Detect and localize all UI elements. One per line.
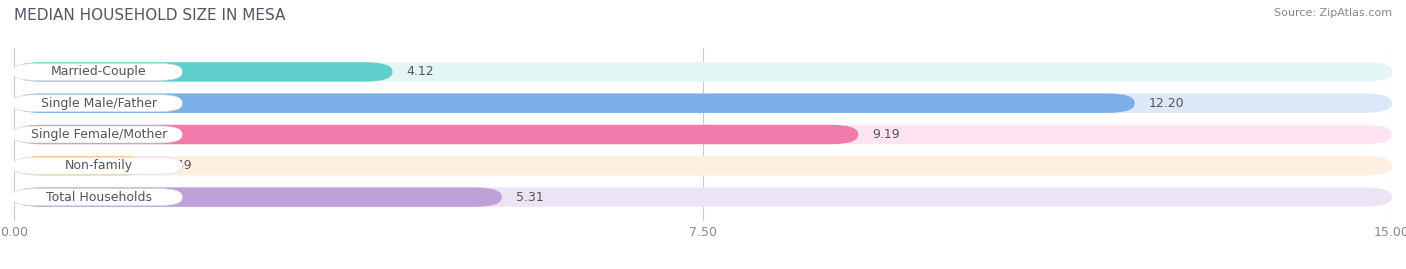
FancyBboxPatch shape — [13, 95, 183, 112]
FancyBboxPatch shape — [14, 156, 1392, 175]
FancyBboxPatch shape — [13, 63, 183, 80]
Text: 12.20: 12.20 — [1149, 97, 1184, 110]
Text: 9.19: 9.19 — [872, 128, 900, 141]
FancyBboxPatch shape — [13, 189, 183, 206]
Text: Married-Couple: Married-Couple — [51, 65, 146, 78]
Text: Single Female/Mother: Single Female/Mother — [31, 128, 167, 141]
FancyBboxPatch shape — [13, 157, 183, 174]
Text: 1.49: 1.49 — [165, 159, 193, 172]
Text: Source: ZipAtlas.com: Source: ZipAtlas.com — [1274, 8, 1392, 18]
Text: 4.12: 4.12 — [406, 65, 434, 78]
FancyBboxPatch shape — [13, 126, 183, 143]
Text: MEDIAN HOUSEHOLD SIZE IN MESA: MEDIAN HOUSEHOLD SIZE IN MESA — [14, 8, 285, 23]
FancyBboxPatch shape — [14, 156, 150, 175]
Text: Total Households: Total Households — [46, 191, 152, 204]
Text: Non-family: Non-family — [65, 159, 134, 172]
Text: 5.31: 5.31 — [516, 191, 543, 204]
FancyBboxPatch shape — [14, 187, 1392, 207]
FancyBboxPatch shape — [14, 94, 1392, 113]
FancyBboxPatch shape — [14, 125, 1392, 144]
FancyBboxPatch shape — [14, 62, 1392, 82]
FancyBboxPatch shape — [14, 62, 392, 82]
FancyBboxPatch shape — [14, 94, 1135, 113]
FancyBboxPatch shape — [14, 125, 858, 144]
FancyBboxPatch shape — [14, 187, 502, 207]
Text: Single Male/Father: Single Male/Father — [41, 97, 157, 110]
